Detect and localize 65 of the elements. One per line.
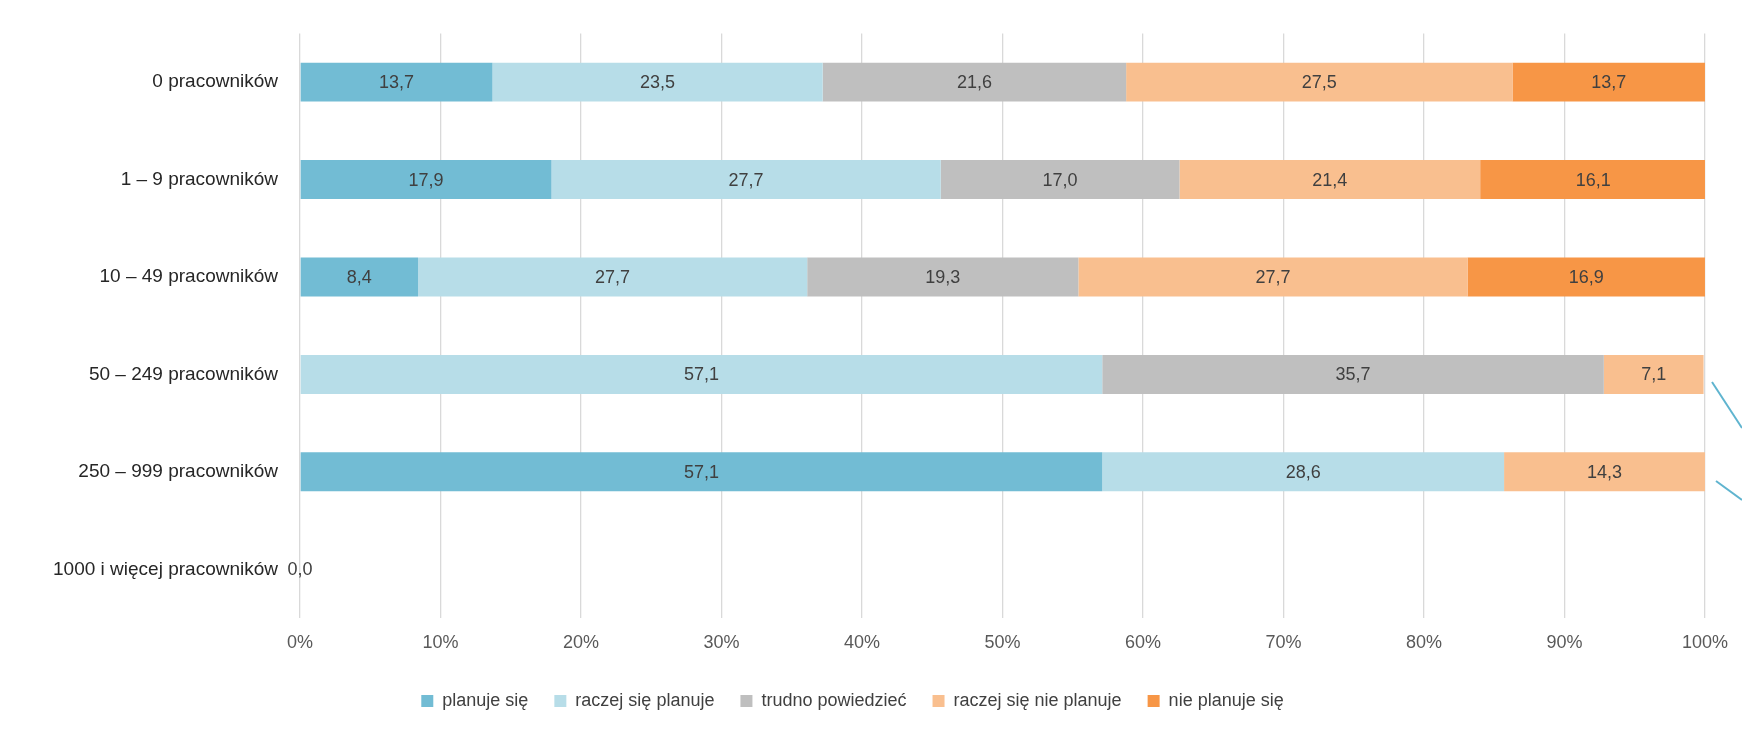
bar — [1512, 62, 1705, 102]
y-tick-label: 0 pracowników — [152, 70, 279, 92]
data-label: 19,3 — [925, 266, 961, 287]
data-label: 21,6 — [956, 72, 992, 93]
data-label: 16,9 — [1568, 266, 1604, 287]
data-label: 57,1 — [683, 364, 719, 385]
bar — [300, 354, 1103, 394]
data-label: 0,0 — [287, 559, 313, 580]
data-label: 7,1 — [1641, 364, 1667, 385]
bar — [1179, 160, 1481, 200]
legend-label: raczej się planuje — [575, 689, 715, 710]
y-tick-label: 1000 i więcej pracowników — [53, 557, 279, 579]
x-tick-label: 30% — [703, 631, 740, 652]
data-label: 14,3 — [1587, 461, 1623, 482]
y-tick-label: 50 – 249 pracowników — [88, 362, 279, 384]
data-label: 28,6 — [1285, 461, 1321, 482]
x-tick-label: 20% — [562, 631, 600, 652]
bar — [940, 160, 1180, 200]
x-tick-label: 50% — [984, 631, 1021, 652]
data-label: 21,4 — [1312, 169, 1348, 190]
data-label: 27,7 — [1255, 266, 1291, 287]
data-label: 17,0 — [1042, 169, 1078, 190]
data-label: 27,5 — [1301, 72, 1337, 93]
legend-label: trudno powiedzieć — [761, 689, 907, 710]
bar — [1480, 160, 1705, 200]
bar — [807, 257, 1079, 297]
x-tick-label: 10% — [422, 631, 459, 652]
bar — [1126, 62, 1513, 102]
y-tick-label: 1 – 9 pracowników — [120, 167, 279, 189]
y-tick-label: 250 – 999 pracowników — [78, 460, 279, 482]
bar — [300, 160, 552, 200]
legend-label: planuje się — [442, 689, 529, 710]
data-label: 17,9 — [408, 169, 444, 190]
legend-label: nie planuje się — [1168, 689, 1284, 710]
bar — [1603, 354, 1704, 394]
bar — [1078, 257, 1468, 297]
bar — [551, 160, 941, 200]
x-tick-label: 100% — [1681, 631, 1728, 652]
data-label: 27,7 — [595, 266, 631, 287]
bar — [822, 62, 1127, 102]
data-label: 27,7 — [728, 169, 764, 190]
x-tick-label: 70% — [1265, 631, 1302, 652]
x-tick-label: 60% — [1124, 631, 1161, 652]
legend-label: raczej się nie planuje — [953, 689, 1122, 710]
bar — [300, 257, 419, 297]
bar — [300, 452, 1103, 492]
x-tick-label: 90% — [1546, 631, 1583, 652]
data-label: 13,7 — [1591, 72, 1627, 93]
bar — [1102, 452, 1505, 492]
bar — [300, 62, 493, 102]
bar — [1102, 354, 1604, 394]
data-label: 35,7 — [1335, 364, 1371, 385]
data-label: 13,7 — [379, 72, 415, 93]
bar — [492, 62, 823, 102]
x-tick-label: 80% — [1405, 631, 1442, 652]
data-label: 8,4 — [346, 266, 372, 287]
y-tick-label: 10 – 49 pracowników — [99, 265, 279, 287]
x-tick-label: 0% — [286, 631, 314, 652]
data-label: 23,5 — [640, 72, 676, 93]
bar — [1504, 452, 1705, 492]
bar — [1467, 257, 1705, 297]
x-tick-label: 40% — [843, 631, 881, 652]
data-label: 16,1 — [1575, 169, 1611, 190]
data-label: 57,1 — [683, 461, 719, 482]
bar — [418, 257, 808, 297]
